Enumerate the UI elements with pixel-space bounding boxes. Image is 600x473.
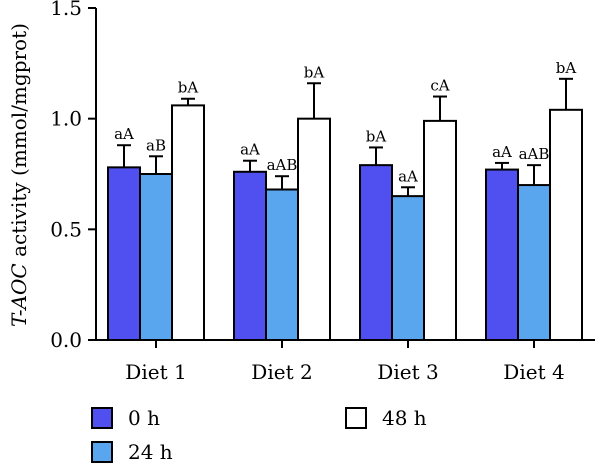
bar bbox=[391, 195, 425, 341]
bar bbox=[549, 108, 583, 341]
significance-labels: aA aB bA aA aAB bA bA aA cA aA aAB bA bbox=[114, 59, 576, 185]
y-tick-label: 1.0 bbox=[50, 107, 82, 131]
bar bbox=[297, 117, 331, 341]
legend-label: 0 h bbox=[128, 406, 160, 430]
y-axis-label-group: T-AOC activity (mmol/mgprot) bbox=[7, 23, 31, 327]
x-ticks: Diet 1 Diet 2 Diet 3 Diet 4 bbox=[125, 340, 565, 384]
x-tick-label: Diet 2 bbox=[251, 360, 312, 384]
bar bbox=[265, 188, 299, 341]
significance-label: aAB bbox=[519, 145, 550, 163]
legend-swatch bbox=[345, 407, 367, 429]
y-tick-label: 1.5 bbox=[50, 0, 82, 20]
x-tick-label: Diet 1 bbox=[125, 360, 186, 384]
legend: 0 h 24 h 48 h bbox=[91, 406, 427, 464]
significance-label: bA bbox=[304, 63, 325, 81]
significance-label: bA bbox=[366, 127, 387, 145]
bar bbox=[485, 168, 519, 341]
legend-label: 24 h bbox=[128, 440, 173, 464]
significance-label: bA bbox=[178, 79, 199, 97]
y-tick-label: 0.5 bbox=[50, 217, 82, 241]
bar bbox=[423, 119, 457, 341]
significance-label: aA bbox=[492, 143, 512, 161]
y-axis-label-rest: activity (mmol/mgprot) bbox=[7, 23, 31, 263]
legend-label: 48 h bbox=[382, 406, 427, 430]
bar bbox=[139, 173, 173, 341]
bars bbox=[107, 104, 583, 341]
significance-label: aAB bbox=[267, 156, 298, 174]
error-bars bbox=[117, 77, 573, 197]
significance-label: cA bbox=[430, 77, 449, 95]
y-axis-label-italic: T-AOC bbox=[7, 263, 31, 327]
x-tick-label: Diet 3 bbox=[377, 360, 438, 384]
significance-label: bA bbox=[556, 59, 577, 77]
significance-label: aA bbox=[114, 125, 134, 143]
y-axis-label: T-AOC activity (mmol/mgprot) bbox=[7, 23, 31, 327]
significance-label: aA bbox=[398, 167, 418, 185]
y-ticks: 0.0 0.5 1.0 1.5 bbox=[50, 0, 96, 352]
significance-label: aA bbox=[240, 141, 260, 159]
legend-swatch bbox=[91, 407, 113, 429]
significance-label: aB bbox=[146, 136, 166, 154]
bar bbox=[517, 184, 551, 341]
bar bbox=[233, 170, 267, 341]
bar bbox=[359, 164, 393, 341]
bar bbox=[171, 104, 205, 341]
legend-swatch bbox=[91, 441, 113, 463]
x-tick-label: Diet 4 bbox=[503, 360, 564, 384]
y-tick-label: 0.0 bbox=[50, 328, 82, 352]
bar bbox=[107, 166, 141, 341]
